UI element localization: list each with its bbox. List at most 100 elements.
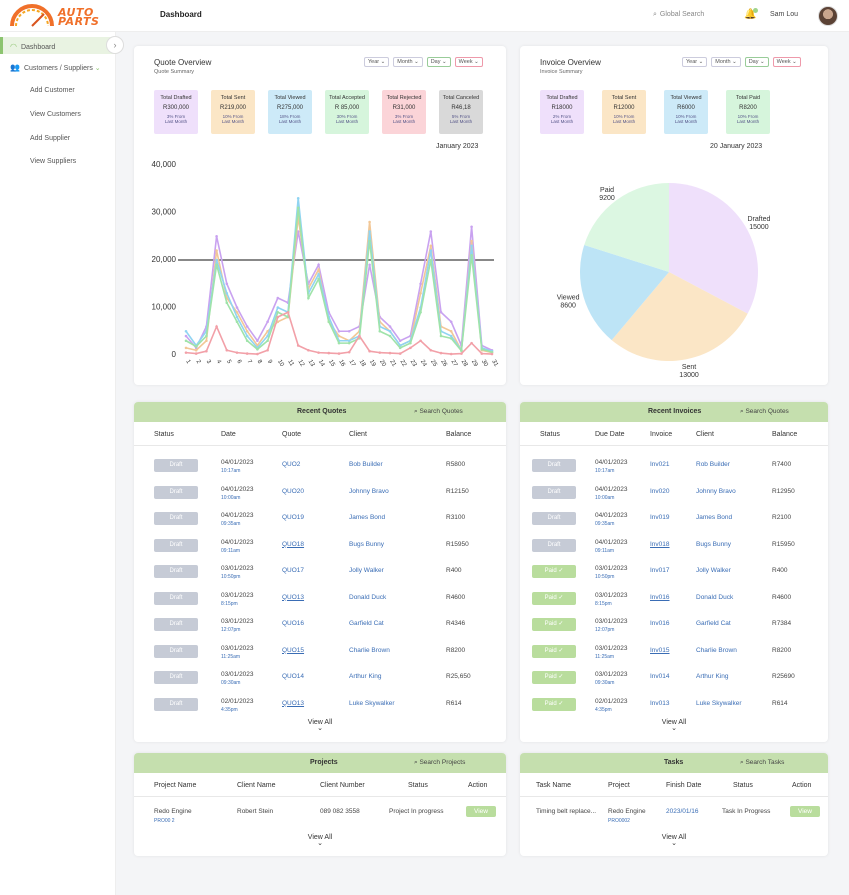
invoice-week-select[interactable]: Week ⌄ xyxy=(772,57,801,67)
quote-link[interactable]: QUO20 xyxy=(282,487,305,495)
invoice-link[interactable]: Inv019 xyxy=(650,514,670,521)
data-point[interactable] xyxy=(460,352,463,355)
status-badge[interactable]: Paid ✓ xyxy=(532,591,576,605)
global-search[interactable]: ⌕ Global Search xyxy=(650,11,704,19)
data-point[interactable] xyxy=(429,249,433,252)
data-point[interactable] xyxy=(205,349,208,353)
data-point[interactable] xyxy=(215,263,218,267)
client-name[interactable]: Johnny Bravo xyxy=(696,487,736,495)
sidebar-item-customers-suppliers[interactable]: 👥 Customers / Suppliers ⌄ xyxy=(10,63,101,72)
data-point[interactable] xyxy=(307,296,310,300)
data-point[interactable] xyxy=(317,268,320,271)
app-logo[interactable]: AUTO PARTS xyxy=(8,4,108,28)
data-point[interactable] xyxy=(470,239,473,243)
search-invoices[interactable]: ⌕ Search Quotes xyxy=(740,408,789,415)
invoice-link[interactable]: Inv015 xyxy=(650,646,670,654)
data-point[interactable] xyxy=(368,220,371,224)
data-point[interactable] xyxy=(215,249,218,252)
quote-link[interactable]: QUO16 xyxy=(282,620,305,627)
data-point[interactable] xyxy=(256,339,259,343)
data-point[interactable] xyxy=(490,350,494,354)
data-point[interactable] xyxy=(419,282,422,286)
invoice-link[interactable]: Inv020 xyxy=(650,487,670,495)
data-point[interactable] xyxy=(449,352,453,356)
data-point[interactable] xyxy=(480,348,484,351)
data-point[interactable] xyxy=(398,346,402,350)
data-point[interactable] xyxy=(307,348,310,352)
search-quotes[interactable]: ⌕ Search Quotes xyxy=(414,408,463,415)
data-point[interactable] xyxy=(449,334,453,338)
status-badge[interactable]: Draft xyxy=(532,459,576,472)
status-badge[interactable]: Paid ✓ xyxy=(532,671,576,684)
data-point[interactable] xyxy=(235,351,239,354)
data-point[interactable] xyxy=(460,349,463,353)
client-name[interactable]: Jolly Walker xyxy=(349,567,384,574)
data-point[interactable] xyxy=(337,329,341,333)
data-point[interactable] xyxy=(439,334,443,338)
data-point[interactable] xyxy=(194,352,198,355)
data-point[interactable] xyxy=(276,310,280,314)
data-point[interactable] xyxy=(368,239,371,243)
data-point[interactable] xyxy=(245,352,249,355)
data-point[interactable] xyxy=(235,306,239,309)
data-point[interactable] xyxy=(327,351,331,355)
client-name[interactable]: Garfield Cat xyxy=(696,620,731,627)
data-point[interactable] xyxy=(429,230,433,233)
status-badge[interactable]: Paid ✓ xyxy=(532,618,576,631)
client-name[interactable]: James Bond xyxy=(696,514,733,521)
data-point[interactable] xyxy=(215,234,218,238)
client-name[interactable]: Donald Duck xyxy=(696,593,734,601)
data-point[interactable] xyxy=(296,196,300,200)
projects-view-all[interactable]: View All ⌄ xyxy=(300,834,340,847)
quote-link[interactable]: QUO14 xyxy=(282,673,305,680)
data-point[interactable] xyxy=(337,352,341,355)
data-point[interactable] xyxy=(429,348,433,352)
pie-slice[interactable] xyxy=(584,183,669,272)
invoice-link[interactable]: Inv018 xyxy=(650,540,670,548)
data-point[interactable] xyxy=(347,341,351,345)
status-badge[interactable]: Paid ✓ xyxy=(532,565,576,578)
task-view-button[interactable]: View xyxy=(790,806,820,817)
quote-link[interactable]: QUO17 xyxy=(282,567,305,574)
quote-link[interactable]: QUO13 xyxy=(282,593,305,601)
status-badge[interactable]: Draft xyxy=(154,697,198,711)
quotes-view-all[interactable]: View All ⌄ xyxy=(300,719,340,732)
status-badge[interactable]: Draft xyxy=(154,512,198,525)
project-view-button[interactable]: View xyxy=(466,806,496,817)
sidebar-item-view-suppliers[interactable]: View Suppliers xyxy=(30,158,77,165)
client-name[interactable]: Johnny Bravo xyxy=(349,487,389,495)
data-point[interactable] xyxy=(266,320,269,324)
client-name[interactable]: Charlie Brown xyxy=(696,646,737,654)
data-point[interactable] xyxy=(449,329,453,333)
data-point[interactable] xyxy=(347,339,351,343)
data-point[interactable] xyxy=(276,306,280,309)
data-point[interactable] xyxy=(256,352,259,356)
sidebar-collapse-button[interactable]: › xyxy=(106,36,124,54)
invoice-link[interactable]: Inv013 xyxy=(650,699,670,707)
status-badge[interactable]: Draft xyxy=(154,644,198,658)
data-point[interactable] xyxy=(470,225,473,229)
invoice-month-select[interactable]: Month ⌄ xyxy=(711,57,741,67)
sidebar-item-dashboard[interactable]: ◠ Dashboard xyxy=(0,37,116,54)
status-badge[interactable]: Paid ✓ xyxy=(532,697,576,711)
status-badge[interactable]: Draft xyxy=(532,485,576,499)
data-point[interactable] xyxy=(429,258,433,262)
tasks-view-all[interactable]: View All ⌄ xyxy=(654,834,694,847)
data-point[interactable] xyxy=(225,301,229,305)
data-point[interactable] xyxy=(398,352,402,355)
data-point[interactable] xyxy=(205,339,208,343)
data-point[interactable] xyxy=(184,351,188,354)
quote-link[interactable]: QUO19 xyxy=(282,514,305,521)
invoice-day-select[interactable]: Day ⌄ xyxy=(744,57,769,67)
data-point[interactable] xyxy=(378,329,382,333)
data-point[interactable] xyxy=(317,272,320,276)
data-point[interactable] xyxy=(245,329,249,333)
status-badge[interactable]: Draft xyxy=(154,671,198,684)
global-search-input[interactable]: Global Search xyxy=(659,11,705,18)
quote-link[interactable]: QUO15 xyxy=(282,646,305,654)
status-badge[interactable]: Draft xyxy=(154,591,198,605)
data-point[interactable] xyxy=(317,263,320,267)
data-point[interactable] xyxy=(368,230,371,233)
status-badge[interactable]: Draft xyxy=(532,512,576,525)
invoice-link[interactable]: Inv016 xyxy=(650,620,670,627)
